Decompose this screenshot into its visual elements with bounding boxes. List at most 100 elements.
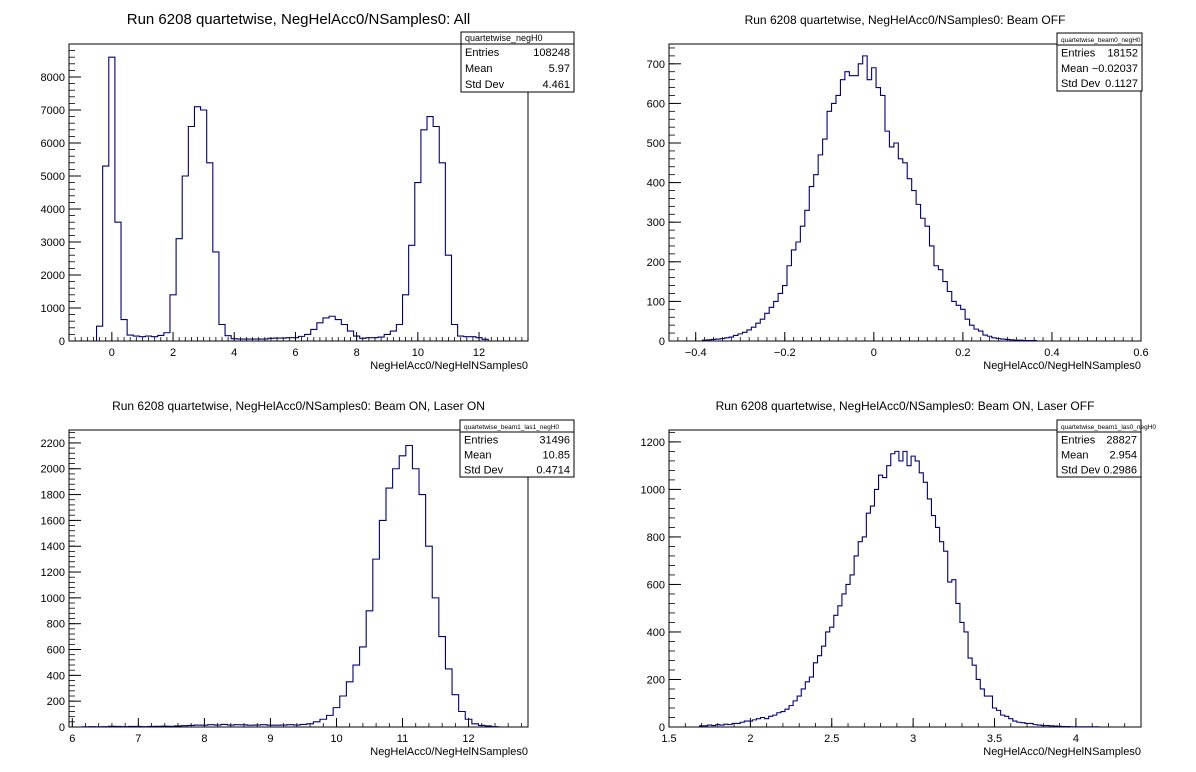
y-tick-label: 8000 — [41, 72, 65, 84]
y-tick-label: 1800 — [41, 490, 65, 502]
x-tick-label: −0.4 — [685, 347, 707, 359]
y-tick-label: 2000 — [41, 270, 65, 282]
x-tick-label: 6 — [292, 347, 298, 359]
stats-name: quartetwise_beam1_las1_negH0 — [464, 424, 559, 431]
histogram-line — [698, 450, 1099, 728]
x-tick-label: 0 — [109, 347, 115, 359]
x-tick-label: 8 — [201, 733, 207, 745]
stats-label: Std Dev — [464, 464, 504, 476]
y-tick-label: 6000 — [41, 138, 65, 150]
stats-value: 0.1127 — [1105, 78, 1138, 90]
stats-value: 0.4714 — [536, 464, 570, 476]
x-axis-title: NegHelAcc0/NegHelNSamples0 — [370, 360, 528, 372]
stats-box — [460, 31, 575, 93]
x-axis-title: NegHelAcc0/NegHelNSamples0 — [983, 746, 1141, 758]
x-tick-label: 11 — [397, 733, 408, 745]
chart-title: Run 6208 quartetwise, NegHelAcc0/NSample… — [716, 399, 1095, 413]
x-tick-label: 0.4 — [1044, 347, 1059, 359]
y-tick-label: 300 — [647, 217, 665, 229]
x-tick-label: 0.2 — [955, 347, 970, 359]
stats-value: 5.97 — [549, 63, 570, 75]
x-axis-title: NegHelAcc0/NegHelNSamples0 — [983, 360, 1141, 372]
x-tick-label: 12 — [462, 733, 474, 745]
x-tick-label: 12 — [473, 347, 485, 359]
stats-value: 0.2986 — [1103, 464, 1137, 476]
histogram-panel-4: Run 6208 quartetwise, NegHelAcc0/NSample… — [641, 399, 1157, 758]
y-tick-label: 800 — [47, 619, 65, 631]
stats-value: 4.461 — [542, 79, 570, 91]
stats-label: Std Dev — [465, 79, 505, 91]
stats-label: Entries — [1061, 434, 1096, 446]
x-tick-label: 10 — [412, 347, 424, 359]
plot-frame — [668, 429, 1142, 728]
x-tick-label: 7 — [135, 733, 141, 745]
y-tick-label: 4000 — [41, 204, 65, 216]
stats-value: 18152 — [1107, 48, 1138, 60]
y-tick-label: 1000 — [41, 593, 65, 605]
y-tick-label: 1200 — [41, 567, 65, 579]
chart-title: Run 6208 quartetwise, NegHelAcc0/NSample… — [127, 11, 471, 28]
stats-value: 28827 — [1106, 434, 1137, 446]
x-tick-label: −0.2 — [774, 347, 796, 359]
histogram-line — [701, 55, 1037, 342]
y-tick-label: 200 — [47, 696, 65, 708]
x-tick-label: 2 — [747, 733, 753, 745]
plot-frame — [68, 429, 529, 728]
y-tick-label: 1000 — [641, 484, 665, 496]
y-tick-label: 5000 — [41, 171, 65, 183]
chart-title: Run 6208 quartetwise, NegHelAcc0/NSample… — [745, 13, 1066, 27]
x-tick-label: 3.5 — [987, 733, 1002, 745]
x-tick-label: 2.5 — [824, 733, 839, 745]
stats-label: Entries — [464, 434, 499, 446]
stats-name: quartetwise_negH0 — [465, 33, 543, 43]
x-tick-label: 0 — [871, 347, 877, 359]
histogram-panel-3: Run 6208 quartetwise, NegHelAcc0/NSample… — [41, 399, 575, 758]
stats-value: −0.02037 — [1092, 63, 1138, 75]
histogram-line — [95, 56, 489, 341]
x-tick-label: 8 — [354, 347, 360, 359]
y-tick-label: 1400 — [41, 541, 65, 553]
y-tick-label: 200 — [647, 674, 665, 686]
y-tick-label: 1000 — [41, 303, 65, 315]
y-tick-label: 600 — [647, 579, 665, 591]
y-tick-label: 400 — [647, 627, 665, 639]
y-tick-label: 2200 — [41, 438, 65, 450]
y-tick-label: 100 — [647, 296, 665, 308]
y-tick-label: 600 — [47, 645, 65, 657]
x-tick-label: 4 — [1073, 733, 1079, 745]
y-tick-label: 200 — [647, 257, 665, 269]
x-axis-title: NegHelAcc0/NegHelNSamples0 — [370, 746, 528, 758]
y-tick-label: 0 — [659, 722, 665, 734]
y-tick-label: 800 — [647, 532, 665, 544]
stats-name: quartetwise_beam0_negH0 — [1061, 37, 1141, 44]
y-tick-label: 0 — [59, 722, 65, 734]
stats-box — [1056, 419, 1142, 478]
stats-label: Mean — [464, 449, 492, 461]
x-tick-label: 4 — [231, 347, 237, 359]
x-tick-label: 1.5 — [661, 733, 676, 745]
y-tick-label: 0 — [59, 336, 65, 348]
chart-title: Run 6208 quartetwise, NegHelAcc0/NSample… — [112, 399, 485, 413]
y-tick-label: 1600 — [41, 515, 65, 527]
stats-label: Std Dev — [1061, 464, 1101, 476]
x-tick-label: 3 — [910, 733, 916, 745]
stats-label: Std Dev — [1061, 78, 1101, 90]
stats-label: Entries — [465, 47, 500, 59]
stats-value: 10.85 — [542, 449, 570, 461]
stats-value: 31496 — [539, 434, 570, 446]
histogram-line — [69, 444, 499, 728]
plot-frame — [668, 43, 1142, 342]
x-tick-label: 0.6 — [1133, 347, 1148, 359]
x-tick-label: 9 — [267, 733, 273, 745]
y-tick-label: 700 — [647, 59, 665, 71]
stats-label: Mean — [1061, 449, 1089, 461]
y-tick-label: 400 — [647, 178, 665, 190]
stats-box — [459, 419, 575, 478]
histogram-panel-2: Run 6208 quartetwise, NegHelAcc0/NSample… — [647, 13, 1149, 372]
y-tick-label: 0 — [659, 336, 665, 348]
y-tick-label: 500 — [647, 138, 665, 150]
plot-frame — [68, 43, 529, 342]
stats-label: Mean — [1061, 63, 1089, 75]
y-tick-label: 400 — [47, 670, 65, 682]
stats-value: 2.954 — [1109, 449, 1137, 461]
